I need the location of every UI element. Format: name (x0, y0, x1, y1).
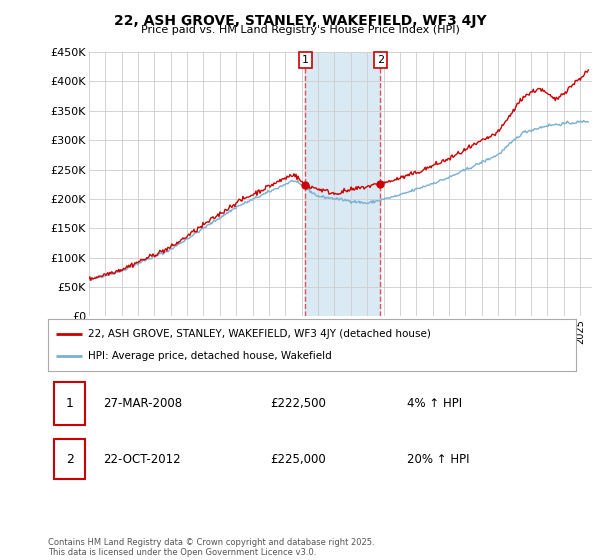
Text: HPI: Average price, detached house, Wakefield: HPI: Average price, detached house, Wake… (88, 351, 331, 361)
Text: 22-OCT-2012: 22-OCT-2012 (103, 452, 181, 466)
Bar (305, 52, 380, 316)
Text: Contains HM Land Registry data © Crown copyright and database right 2025.
This d: Contains HM Land Registry data © Crown c… (48, 538, 374, 557)
Text: 4% ↑ HPI: 4% ↑ HPI (407, 397, 462, 410)
Text: 2: 2 (66, 452, 74, 466)
Bar (55, 382, 85, 424)
Text: 1: 1 (302, 55, 309, 65)
Bar (55, 439, 85, 479)
Text: Price paid vs. HM Land Registry's House Price Index (HPI): Price paid vs. HM Land Registry's House … (140, 25, 460, 35)
Text: 2: 2 (377, 55, 384, 65)
Text: 22, ASH GROVE, STANLEY, WAKEFIELD, WF3 4JY: 22, ASH GROVE, STANLEY, WAKEFIELD, WF3 4… (113, 14, 487, 28)
Text: 22, ASH GROVE, STANLEY, WAKEFIELD, WF3 4JY (detached house): 22, ASH GROVE, STANLEY, WAKEFIELD, WF3 4… (88, 329, 430, 339)
Text: £225,000: £225,000 (270, 452, 326, 466)
Text: 1: 1 (66, 397, 74, 410)
Text: £222,500: £222,500 (270, 397, 326, 410)
Text: 27-MAR-2008: 27-MAR-2008 (103, 397, 182, 410)
Text: 20% ↑ HPI: 20% ↑ HPI (407, 452, 470, 466)
